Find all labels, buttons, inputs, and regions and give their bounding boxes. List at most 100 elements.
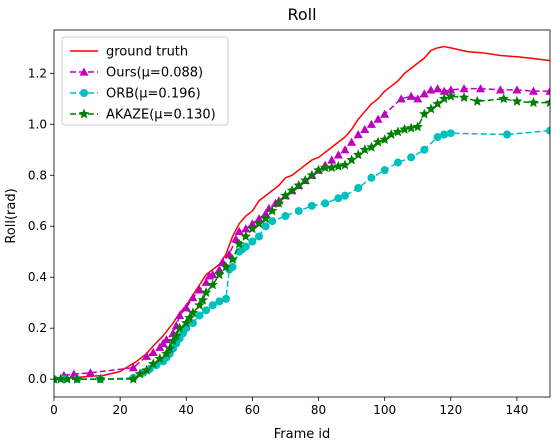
legend-label: AKAZE(μ=0.130) [106,108,216,123]
data-point [228,263,237,272]
data-point [142,351,152,360]
legend-label: ground truth [106,45,188,60]
data-point [334,194,343,203]
data-point [161,335,171,344]
data-point [202,306,211,315]
data-point [433,84,443,93]
data-point [503,130,512,139]
data-point [319,162,331,173]
data-point [208,301,217,310]
data-point [197,294,209,305]
data-point [321,199,330,208]
data-point [293,179,304,190]
data-point [267,205,278,216]
data-point [495,85,505,94]
data-point [175,310,185,320]
y-axis-label: Roll(rad) [4,188,19,243]
data-point [420,145,429,154]
data-point [439,86,449,95]
y-tick-label: 0.0 [28,372,47,386]
data-point [221,294,230,303]
x-tick-label: 80 [311,403,326,417]
data-point [253,218,265,229]
y-tick-label: 0.4 [28,270,47,284]
data-point [254,214,264,223]
series-3 [54,90,550,384]
legend-label: ORB(μ=0.196) [106,87,201,102]
x-tick-label: 20 [112,403,127,417]
data-point [425,103,437,114]
x-axis-label: Frame id [274,427,331,442]
series-line [63,87,550,377]
x-tick-label: 40 [179,403,194,417]
data-point [498,93,509,104]
data-point [231,234,241,243]
data-point [164,343,175,354]
data-point [147,358,159,369]
data-point [340,145,350,154]
data-point [71,373,83,384]
data-point [227,253,238,264]
data-point [207,279,218,290]
data-point [446,129,455,138]
data-point [438,93,450,104]
data-point [419,89,429,98]
data-point [273,197,285,208]
data-point [194,299,205,310]
data-point [148,347,158,356]
data-point [294,206,303,215]
data-point [161,348,172,359]
data-point [412,121,423,132]
data-point [307,201,316,210]
legend-marker [79,67,89,76]
data-point [234,226,244,235]
data-point [339,159,351,170]
data-point [134,368,146,379]
data-point [326,162,337,173]
data-point [373,114,383,123]
data-point [359,144,371,155]
series-1 [59,84,550,379]
data-point [260,213,271,224]
data-point [353,129,363,139]
data-point [340,191,349,200]
y-tick-label: 0.8 [28,168,47,182]
data-point [174,322,185,333]
data-point [433,133,442,142]
data-point [313,164,324,175]
data-point [379,134,390,145]
x-tick-label: 120 [439,403,462,417]
data-point [184,312,195,323]
data-point [248,237,257,246]
data-point [545,86,550,95]
data-point [208,270,218,279]
data-point [255,232,264,241]
data-point [200,287,212,297]
data-point [306,169,318,180]
data-point [286,185,298,196]
data-point [407,153,416,162]
data-point [187,307,199,318]
data-point [393,158,402,167]
x-tick-label: 140 [505,403,528,417]
data-point [458,92,470,102]
data-point [406,91,416,100]
data-point [141,364,152,375]
data-point [280,190,291,201]
data-point [54,373,60,384]
data-point [224,249,234,258]
data-point [459,84,469,93]
data-point [380,109,390,118]
data-point [85,368,95,377]
legend-box [61,36,229,126]
data-point [392,126,404,137]
x-tick-label: 100 [373,403,396,417]
data-point [476,84,486,93]
chart-title: Roll [287,5,316,24]
data-point [128,363,138,372]
data-point [472,95,483,106]
data-point [188,293,198,302]
data-point [367,173,376,182]
data-point [380,166,389,175]
